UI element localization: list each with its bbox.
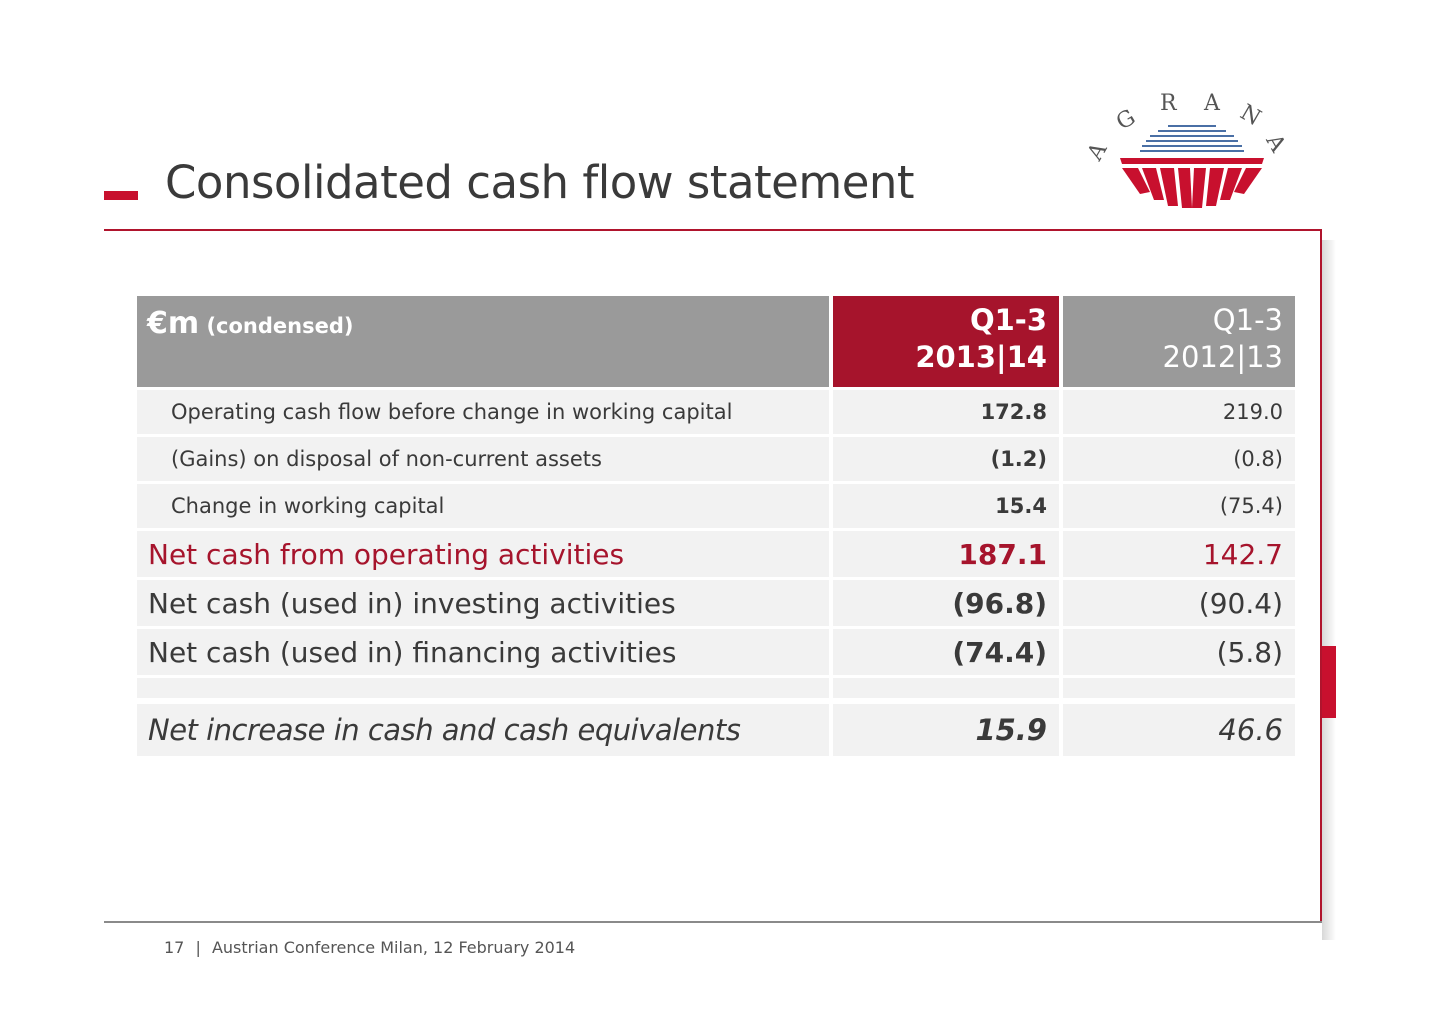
row-value-current: 15.4 bbox=[833, 481, 1059, 530]
row-value-current: (1.2) bbox=[833, 434, 1059, 483]
title-accent-bar bbox=[104, 191, 138, 200]
table-row: Change in working capital 15.4 (75.4) bbox=[137, 481, 1295, 530]
row-value-current: 187.1 bbox=[833, 528, 1059, 579]
footer-event: Austrian Conference Milan, 12 February 2… bbox=[211, 938, 576, 957]
table-spacer-row bbox=[137, 675, 1295, 701]
prior-period-year: 2012|13 bbox=[1162, 340, 1283, 374]
frame-top-line bbox=[104, 229, 1322, 231]
table-row: (Gains) on disposal of non-current asset… bbox=[137, 434, 1295, 483]
header-prior-period: Q1-3 2012|13 bbox=[1063, 296, 1295, 389]
row-value-prior: (0.8) bbox=[1063, 434, 1295, 483]
footer-separator: | bbox=[195, 938, 201, 957]
svg-text:R: R bbox=[1160, 91, 1178, 116]
svg-text:A: A bbox=[1082, 138, 1113, 166]
row-value-prior: (75.4) bbox=[1063, 481, 1295, 530]
unit-note: (condensed) bbox=[206, 314, 354, 338]
frame-bottom-line bbox=[104, 921, 1322, 923]
agrana-logo: A G R A N A bbox=[1080, 80, 1304, 216]
row-value-current: 172.8 bbox=[833, 387, 1059, 436]
frame-shadow bbox=[1322, 240, 1336, 940]
row-label: Net cash (used in) financing activities bbox=[137, 626, 829, 677]
page-number: 17 bbox=[164, 938, 185, 957]
svg-text:A: A bbox=[1260, 129, 1291, 157]
table-row: Net cash (used in) investing activities … bbox=[137, 577, 1295, 628]
row-label: Operating cash flow before change in wor… bbox=[137, 387, 829, 436]
unit-label: €m bbox=[147, 306, 200, 341]
row-value-prior: 46.6 bbox=[1063, 698, 1295, 756]
table-row-net-increase: Net increase in cash and cash equivalent… bbox=[137, 698, 1295, 756]
row-value-prior: 142.7 bbox=[1063, 528, 1295, 579]
header-current-period: Q1-3 2013|14 bbox=[833, 296, 1059, 389]
footer: 17 | Austrian Conference Milan, 12 Febru… bbox=[164, 938, 575, 957]
row-label: Net cash (used in) investing activities bbox=[137, 577, 829, 628]
header-unit-cell: €m (condensed) bbox=[137, 296, 829, 389]
row-value-prior: (5.8) bbox=[1063, 626, 1295, 677]
frame-accent-bar bbox=[1322, 646, 1336, 718]
row-value-prior: (90.4) bbox=[1063, 577, 1295, 628]
table-row: Net cash (used in) financing activities … bbox=[137, 626, 1295, 677]
current-period-range: Q1-3 bbox=[969, 303, 1047, 337]
table-row: Operating cash flow before change in wor… bbox=[137, 387, 1295, 436]
row-label: Net cash from operating activities bbox=[137, 528, 829, 579]
table-header-row: €m (condensed) Q1-3 2013|14 Q1-3 2012|13 bbox=[137, 296, 1295, 389]
table-row-operating-total: Net cash from operating activities 187.1… bbox=[137, 528, 1295, 579]
current-period-year: 2013|14 bbox=[915, 340, 1047, 374]
row-value-prior: 219.0 bbox=[1063, 387, 1295, 436]
svg-text:N: N bbox=[1236, 100, 1265, 131]
page-title: Consolidated cash flow statement bbox=[165, 156, 915, 209]
prior-period-range: Q1-3 bbox=[1212, 303, 1283, 337]
svg-text:A: A bbox=[1203, 91, 1221, 116]
row-label: Change in working capital bbox=[137, 481, 829, 530]
row-value-current: (96.8) bbox=[833, 577, 1059, 628]
row-label: Net increase in cash and cash equivalent… bbox=[137, 698, 829, 756]
frame-right-line bbox=[1320, 229, 1322, 923]
svg-text:G: G bbox=[1112, 105, 1140, 135]
row-value-current: (74.4) bbox=[833, 626, 1059, 677]
cash-flow-table: €m (condensed) Q1-3 2013|14 Q1-3 2012|13… bbox=[137, 296, 1295, 756]
row-value-current: 15.9 bbox=[833, 698, 1059, 756]
row-label: (Gains) on disposal of non-current asset… bbox=[137, 434, 829, 483]
